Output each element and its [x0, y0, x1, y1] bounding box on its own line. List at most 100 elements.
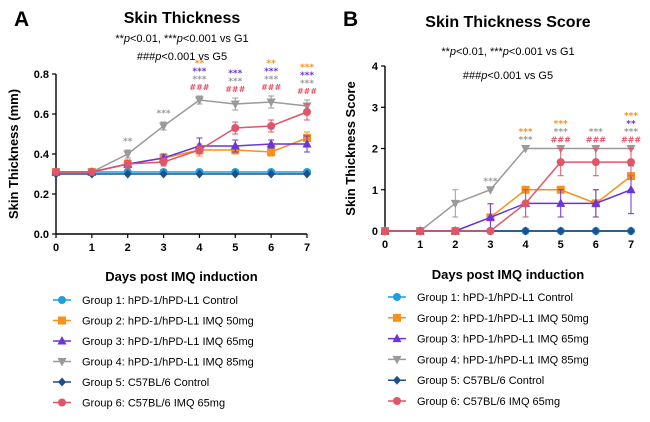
- data-point: [591, 198, 601, 207]
- significance-mark: ***: [192, 67, 206, 77]
- data-point: [486, 227, 495, 235]
- y-axis-label: Skin Thickness Score: [343, 81, 358, 215]
- data-point: [303, 169, 311, 179]
- data-point: [450, 199, 460, 209]
- data-point: [195, 146, 204, 154]
- data-point: [267, 169, 276, 179]
- significance-mark: ***: [300, 71, 314, 81]
- y-tick-label: 0.6: [34, 109, 49, 121]
- x-tick-label: 2: [125, 242, 131, 254]
- x-tick-label: 3: [161, 242, 167, 254]
- data-point: [195, 169, 204, 179]
- data-point: [231, 124, 240, 132]
- y-axis-label: Skin Thickness (mm): [6, 89, 21, 219]
- data-point: [591, 158, 600, 167]
- y-tick-label: 3: [372, 102, 378, 114]
- data-point: [556, 226, 565, 236]
- x-tick-label: 0: [382, 239, 388, 251]
- y-tick-label: 0.0: [34, 229, 49, 241]
- data-point: [626, 184, 636, 194]
- series-6: [52, 103, 311, 176]
- data-point: [231, 169, 240, 179]
- panel-letter: A: [14, 8, 29, 31]
- legend-item: Group 3: hPD-1/hPD-L1 IMQ 65mg: [53, 336, 254, 348]
- x-tick-label: 4: [196, 242, 203, 254]
- data-point: [87, 168, 96, 176]
- series-line: [385, 161, 631, 232]
- significance-mark: ***: [589, 128, 603, 138]
- legend-marker: [57, 358, 67, 367]
- series-line: [385, 147, 631, 232]
- legend-marker: [393, 293, 401, 301]
- series-line: [385, 189, 632, 232]
- legend-label: Group 4: hPD-1/hPD-L1 IMQ 85mg: [82, 357, 254, 369]
- legend-label: Group 2: hPD-1/hPD-L1 IMQ 50mg: [417, 313, 589, 325]
- legend-item: Group 6: C57BL/6 IMQ 65mg: [388, 396, 560, 408]
- significance-mark: **: [123, 137, 133, 147]
- legend-label: Group 6: C57BL/6 IMQ 65mg: [417, 396, 560, 408]
- y-tick-label: 0.2: [34, 189, 49, 201]
- data-point: [556, 158, 565, 167]
- significance-mark: ###: [225, 85, 245, 94]
- legend-label: Group 4: hPD-1/hPD-L1 IMQ 85mg: [417, 354, 589, 366]
- data-point: [627, 226, 635, 236]
- legend-item: Group 4: hPD-1/hPD-L1 IMQ 85mg: [53, 357, 254, 369]
- significance-mark: ***: [300, 63, 314, 73]
- legend-label: Group 3: hPD-1/hPD-L1 IMQ 65mg: [417, 334, 589, 346]
- legend-label: Group 6: C57BL/6 IMQ 65mg: [82, 398, 225, 410]
- data-point: [416, 227, 425, 235]
- legend-item: Group 1: hPD-1/hPD-L1 Control: [388, 292, 573, 304]
- legend-label: Group 5: C57BL/6 Control: [82, 377, 209, 389]
- legend-marker: [392, 355, 402, 365]
- x-tick-label: 4: [523, 239, 530, 251]
- y-tick-label: 0: [372, 226, 378, 238]
- significance-mark: ***: [228, 77, 242, 87]
- y-tick-label: 0.8: [34, 69, 49, 81]
- data-point: [159, 158, 168, 166]
- data-point: [451, 227, 460, 235]
- data-point: [267, 148, 276, 156]
- legend-marker: [58, 377, 66, 387]
- data-point: [52, 168, 60, 176]
- legend-item: Group 2: hPD-1/hPD-L1 IMQ 50mg: [53, 316, 254, 328]
- data-point: [123, 169, 132, 179]
- legend-marker: [57, 336, 67, 345]
- significance-note-g5: ###p<0.001 vs G5: [463, 70, 553, 82]
- legend-item: Group 5: C57BL/6 Control: [388, 375, 544, 387]
- significance-note-g1: **p<0.01, ***p<0.001 vs G1: [441, 46, 574, 58]
- legend-marker: [393, 397, 401, 405]
- x-axis-label: Days post IMQ induction: [432, 267, 584, 282]
- data-point: [627, 158, 635, 167]
- x-tick-label: 6: [593, 239, 599, 251]
- data-point: [267, 122, 276, 130]
- legend-label: Group 3: hPD-1/hPD-L1 IMQ 65mg: [82, 336, 254, 348]
- panel-b: B Skin Thickness Score **p<0.01, ***p<0.00…: [343, 8, 641, 408]
- significance-mark: ###: [297, 87, 317, 96]
- legend-marker: [393, 313, 401, 322]
- significance-mark: ###: [261, 83, 281, 92]
- significance-mark: ***: [624, 128, 638, 138]
- chart-title: Skin Thickness: [124, 10, 241, 27]
- significance-mark: ***: [228, 69, 242, 79]
- legend-marker: [58, 296, 66, 304]
- legend-marker: [58, 398, 66, 407]
- legend-label: Group 1: hPD-1/hPD-L1 Control: [82, 295, 238, 307]
- data-point: [230, 141, 240, 150]
- data-point: [266, 139, 276, 148]
- x-tick-label: 0: [53, 242, 59, 254]
- y-tick-label: 0.4: [34, 149, 50, 161]
- series-line: [56, 111, 308, 173]
- data-point: [556, 198, 566, 207]
- x-axis-label: Days post IMQ induction: [105, 269, 257, 284]
- significance-mark: ***: [264, 67, 278, 77]
- data-point: [485, 186, 495, 195]
- significance-mark: ***: [192, 75, 206, 85]
- series-line: [56, 99, 308, 173]
- x-tick-label: 1: [89, 242, 95, 254]
- legend-label: Group 2: hPD-1/hPD-L1 IMQ 50mg: [82, 316, 254, 328]
- data-point: [123, 160, 132, 168]
- data-point: [381, 227, 389, 235]
- series-4: [51, 95, 312, 177]
- significance-mark: **: [266, 59, 276, 69]
